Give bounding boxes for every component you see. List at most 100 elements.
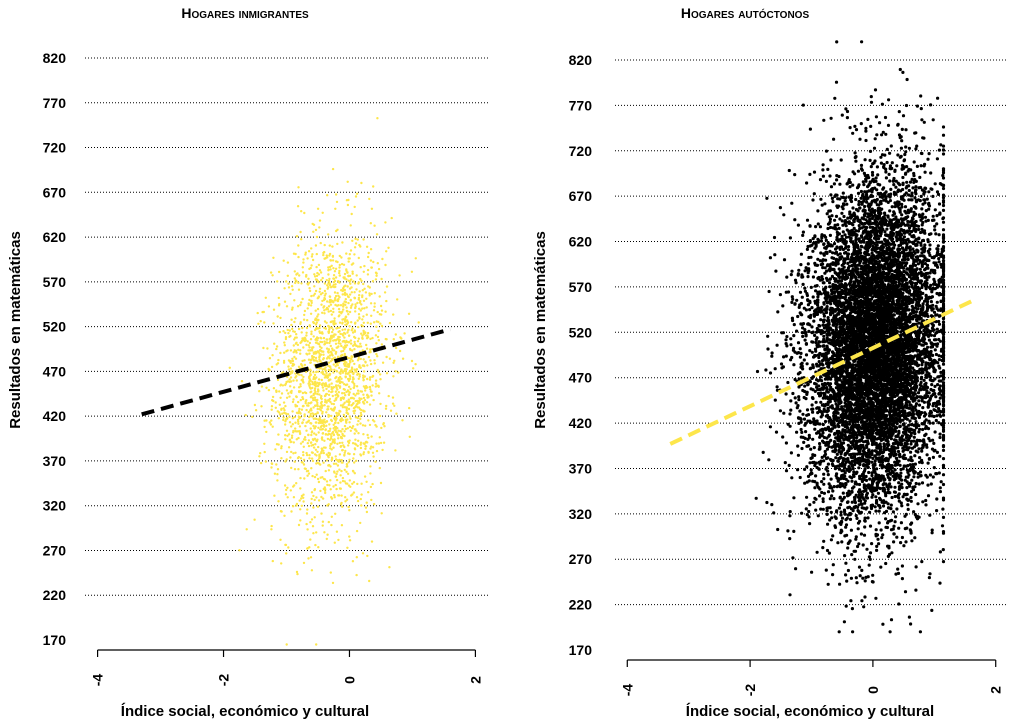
scatter-point [276,280,279,283]
scatter-point [863,501,867,505]
scatter-point [324,469,327,473]
scatter-point [938,454,942,458]
scatter-point [334,303,337,307]
scatter-point [240,380,244,383]
scatter-point [857,237,861,241]
scatter-point [365,343,368,347]
scatter-point [290,308,294,311]
scatter-point [288,395,291,398]
scatter-point [830,494,834,498]
scatter-point [316,438,319,441]
scatter-point [329,488,332,491]
scatter-point [286,349,289,352]
scatter-point [329,427,332,430]
scatter-point [812,170,817,174]
scatter-point [355,344,358,347]
y-tick-label: 770 [43,95,67,111]
scatter-point [279,316,282,320]
scatter-point [290,425,293,428]
scatter-point [341,353,344,357]
scatter-point [304,251,307,254]
scatter-point [310,299,313,303]
scatter-point [912,435,916,439]
scatter-point [772,235,777,240]
scatter-point [306,257,309,260]
scatter-point [765,196,769,200]
scatter-point [349,417,352,420]
scatter-point [331,255,335,258]
scatter-point [351,482,354,485]
scatter-point [339,503,343,506]
scatter-point [310,457,314,460]
scatter-point [360,504,363,507]
scatter-point [294,357,298,360]
scatter-point [300,331,303,334]
scatter-point [338,366,341,370]
scatter-point [348,293,352,296]
scatter-point [310,294,313,298]
scatter-point [284,420,287,423]
scatter-point [375,352,378,356]
scatter-point [324,394,327,397]
scatter-point [927,338,932,342]
scatter-point [353,428,357,431]
scatter-point [292,252,296,255]
scatter-point [770,354,774,358]
scatter-point [310,255,314,258]
scatter-point [352,262,355,265]
scatter-point [322,253,325,257]
scatter-point [323,243,326,247]
scatter-point [356,389,360,392]
scatter-point [816,209,820,213]
scatter-point [347,385,351,388]
scatter-point [328,244,331,247]
scatter-point [282,371,285,374]
scatter-point [302,453,305,457]
scatter-point [365,297,368,300]
scatter-point [380,313,383,316]
scatter-point [801,334,805,338]
scatter-point [332,357,335,360]
scatter-point [278,403,281,406]
scatter-point [352,371,355,375]
scatter-point [297,186,300,189]
scatter-point [364,389,367,392]
scatter-point [256,311,259,315]
y-tick-label: 720 [569,143,593,159]
scatter-point [353,362,356,366]
scatter-point [378,392,381,395]
scatter-point [343,369,346,373]
scatter-point [338,271,341,275]
scatter-point [347,274,350,278]
scatter-point [295,351,298,354]
scatter-point [362,433,365,436]
scatter-point [917,482,921,486]
scatter-point [329,433,332,436]
scatter-point [938,486,942,490]
scatter-point [317,431,320,434]
scatter-point [316,450,319,453]
scatter-point [306,469,310,473]
scatter-point [298,431,302,435]
scatter-point [826,473,830,477]
scatter-point [366,433,369,437]
scatter-point [338,280,341,284]
scatter-point [349,339,353,342]
scatter-point [374,460,377,463]
scatter-point [318,287,322,290]
scatter-point [290,323,293,327]
scatter-point [280,392,284,395]
scatter-point [316,385,320,388]
scatter-point [323,343,326,346]
scatter-point [376,355,379,358]
scatter-point [340,417,343,420]
scatter-point [358,397,361,400]
scatter-point [285,380,288,384]
scatter-point [324,384,327,388]
scatter-point [348,401,351,404]
scatter-point [337,429,340,432]
scatter-point [330,390,333,394]
scatter-point [344,500,347,503]
scatter-point [348,280,352,283]
scatter-point [369,248,373,251]
